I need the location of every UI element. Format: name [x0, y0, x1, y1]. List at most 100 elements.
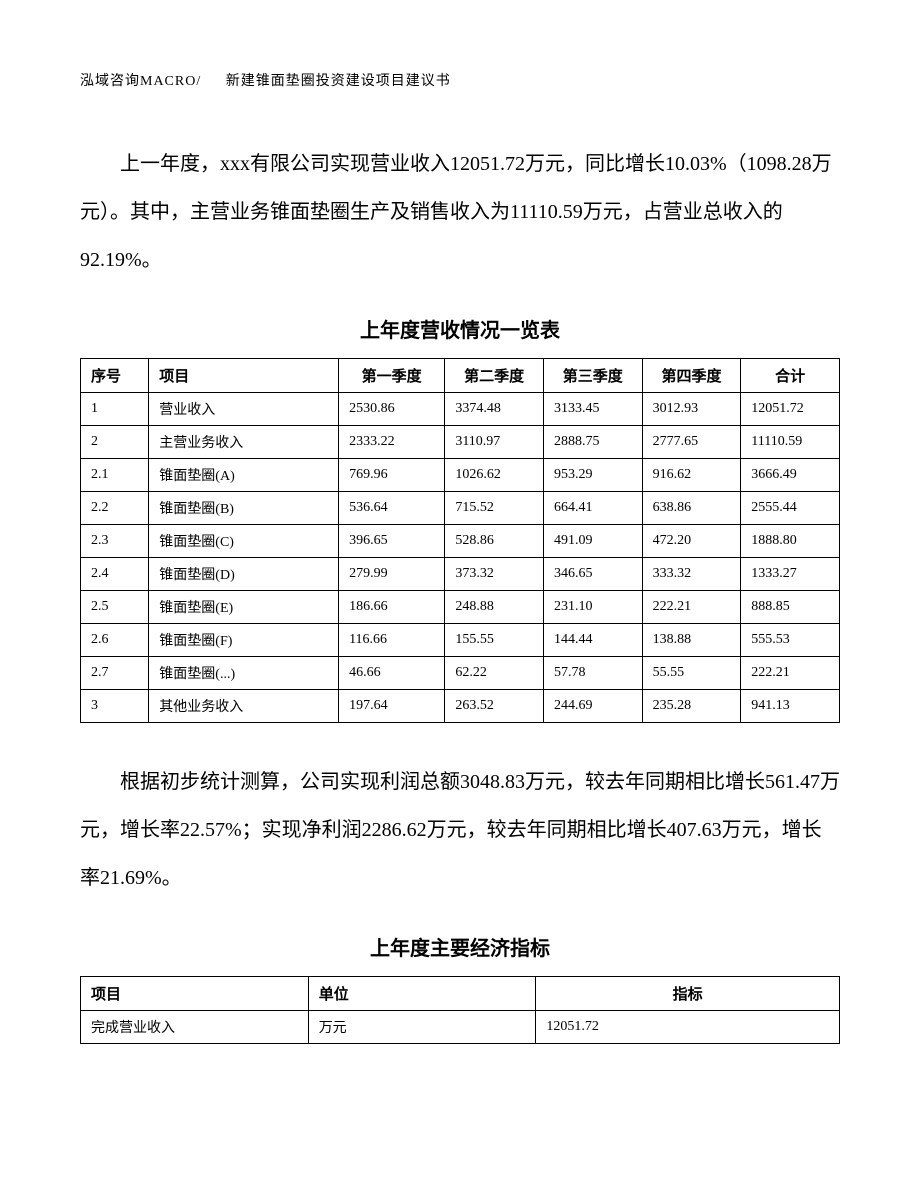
- table-cell: 万元: [308, 1011, 536, 1044]
- table-cell: 11110.59: [741, 426, 840, 459]
- table2-header-row: 项目 单位 指标: [81, 977, 840, 1011]
- table-cell: 2530.86: [339, 393, 445, 426]
- table-cell: 2.3: [81, 525, 149, 558]
- table-cell: 锥面垫圈(...): [149, 657, 339, 690]
- table1-col-2: 第一季度: [339, 359, 445, 393]
- table-cell: 664.41: [543, 492, 642, 525]
- table-cell: 235.28: [642, 690, 741, 723]
- header-left: 泓域咨询MACRO/: [80, 74, 201, 89]
- table1-title: 上年度营收情况一览表: [80, 314, 840, 343]
- paragraph-2: 根据初步统计测算，公司实现利润总额3048.83万元，较去年同期相比增长561.…: [80, 758, 840, 902]
- table-row: 2.7锥面垫圈(...)46.6662.2257.7855.55222.21: [81, 657, 840, 690]
- table-cell: 12051.72: [536, 1011, 840, 1044]
- table1-col-1: 项目: [149, 359, 339, 393]
- table-cell: 营业收入: [149, 393, 339, 426]
- table-cell: 其他业务收入: [149, 690, 339, 723]
- table-row: 完成营业收入万元12051.72: [81, 1011, 840, 1044]
- table-cell: 62.22: [445, 657, 544, 690]
- table-cell: 完成营业收入: [81, 1011, 309, 1044]
- table-cell: 953.29: [543, 459, 642, 492]
- table2-title: 上年度主要经济指标: [80, 932, 840, 961]
- page-header: 泓域咨询MACRO/ 新建锥面垫圈投资建设项目建议书: [80, 70, 840, 90]
- table-row: 2.3锥面垫圈(C)396.65528.86491.09472.201888.8…: [81, 525, 840, 558]
- table-cell: 锥面垫圈(E): [149, 591, 339, 624]
- table-row: 2.4锥面垫圈(D)279.99373.32346.65333.321333.2…: [81, 558, 840, 591]
- header-right: 新建锥面垫圈投资建设项目建议书: [226, 74, 451, 89]
- table1-col-0: 序号: [81, 359, 149, 393]
- table-cell: 2.4: [81, 558, 149, 591]
- table-cell: 锥面垫圈(A): [149, 459, 339, 492]
- table1-col-4: 第三季度: [543, 359, 642, 393]
- indicators-table: 项目 单位 指标 完成营业收入万元12051.72: [80, 976, 840, 1044]
- table-cell: 116.66: [339, 624, 445, 657]
- table-cell: 2.6: [81, 624, 149, 657]
- table-cell: 536.64: [339, 492, 445, 525]
- table-cell: 769.96: [339, 459, 445, 492]
- table2-col-1: 单位: [308, 977, 536, 1011]
- table-cell: 3: [81, 690, 149, 723]
- table-cell: 57.78: [543, 657, 642, 690]
- table-cell: 222.21: [741, 657, 840, 690]
- table-cell: 2777.65: [642, 426, 741, 459]
- table-cell: 472.20: [642, 525, 741, 558]
- table-cell: 2.5: [81, 591, 149, 624]
- table2-col-0: 项目: [81, 977, 309, 1011]
- table-cell: 46.66: [339, 657, 445, 690]
- table1-col-3: 第二季度: [445, 359, 544, 393]
- table-cell: 155.55: [445, 624, 544, 657]
- table-cell: 528.86: [445, 525, 544, 558]
- table-row: 2.1锥面垫圈(A)769.961026.62953.29916.623666.…: [81, 459, 840, 492]
- table-cell: 1333.27: [741, 558, 840, 591]
- table-cell: 186.66: [339, 591, 445, 624]
- table-cell: 锥面垫圈(F): [149, 624, 339, 657]
- table-cell: 锥面垫圈(C): [149, 525, 339, 558]
- table-cell: 1: [81, 393, 149, 426]
- table-cell: 138.88: [642, 624, 741, 657]
- table-cell: 888.85: [741, 591, 840, 624]
- table-cell: 222.21: [642, 591, 741, 624]
- table-cell: 1888.80: [741, 525, 840, 558]
- table-cell: 3666.49: [741, 459, 840, 492]
- table-cell: 3012.93: [642, 393, 741, 426]
- table-cell: 263.52: [445, 690, 544, 723]
- table1-header-row: 序号 项目 第一季度 第二季度 第三季度 第四季度 合计: [81, 359, 840, 393]
- table-cell: 1026.62: [445, 459, 544, 492]
- table-row: 1营业收入2530.863374.483133.453012.9312051.7…: [81, 393, 840, 426]
- table1-col-6: 合计: [741, 359, 840, 393]
- table-cell: 12051.72: [741, 393, 840, 426]
- table-cell: 锥面垫圈(D): [149, 558, 339, 591]
- table-cell: 346.65: [543, 558, 642, 591]
- table-cell: 2: [81, 426, 149, 459]
- table-cell: 55.55: [642, 657, 741, 690]
- table-cell: 396.65: [339, 525, 445, 558]
- table-cell: 锥面垫圈(B): [149, 492, 339, 525]
- table-cell: 144.44: [543, 624, 642, 657]
- table-cell: 2.2: [81, 492, 149, 525]
- table-cell: 916.62: [642, 459, 741, 492]
- table-row: 2.5锥面垫圈(E)186.66248.88231.10222.21888.85: [81, 591, 840, 624]
- table-cell: 333.32: [642, 558, 741, 591]
- table-cell: 2555.44: [741, 492, 840, 525]
- table1-col-5: 第四季度: [642, 359, 741, 393]
- table-row: 2.6锥面垫圈(F)116.66155.55144.44138.88555.53: [81, 624, 840, 657]
- table-cell: 244.69: [543, 690, 642, 723]
- table-cell: 197.64: [339, 690, 445, 723]
- table-row: 3其他业务收入197.64263.52244.69235.28941.13: [81, 690, 840, 723]
- table2-col-2: 指标: [536, 977, 840, 1011]
- table-cell: 3133.45: [543, 393, 642, 426]
- paragraph-1: 上一年度，xxx有限公司实现营业收入12051.72万元，同比增长10.03%（…: [80, 140, 840, 284]
- table-cell: 2.7: [81, 657, 149, 690]
- table-cell: 715.52: [445, 492, 544, 525]
- table-cell: 3110.97: [445, 426, 544, 459]
- table-cell: 2888.75: [543, 426, 642, 459]
- table-row: 2主营业务收入2333.223110.972888.752777.6511110…: [81, 426, 840, 459]
- table-cell: 248.88: [445, 591, 544, 624]
- table-cell: 279.99: [339, 558, 445, 591]
- table-cell: 2333.22: [339, 426, 445, 459]
- table-cell: 491.09: [543, 525, 642, 558]
- revenue-table: 序号 项目 第一季度 第二季度 第三季度 第四季度 合计 1营业收入2530.8…: [80, 358, 840, 723]
- table-cell: 555.53: [741, 624, 840, 657]
- table-cell: 2.1: [81, 459, 149, 492]
- table-cell: 638.86: [642, 492, 741, 525]
- table-cell: 941.13: [741, 690, 840, 723]
